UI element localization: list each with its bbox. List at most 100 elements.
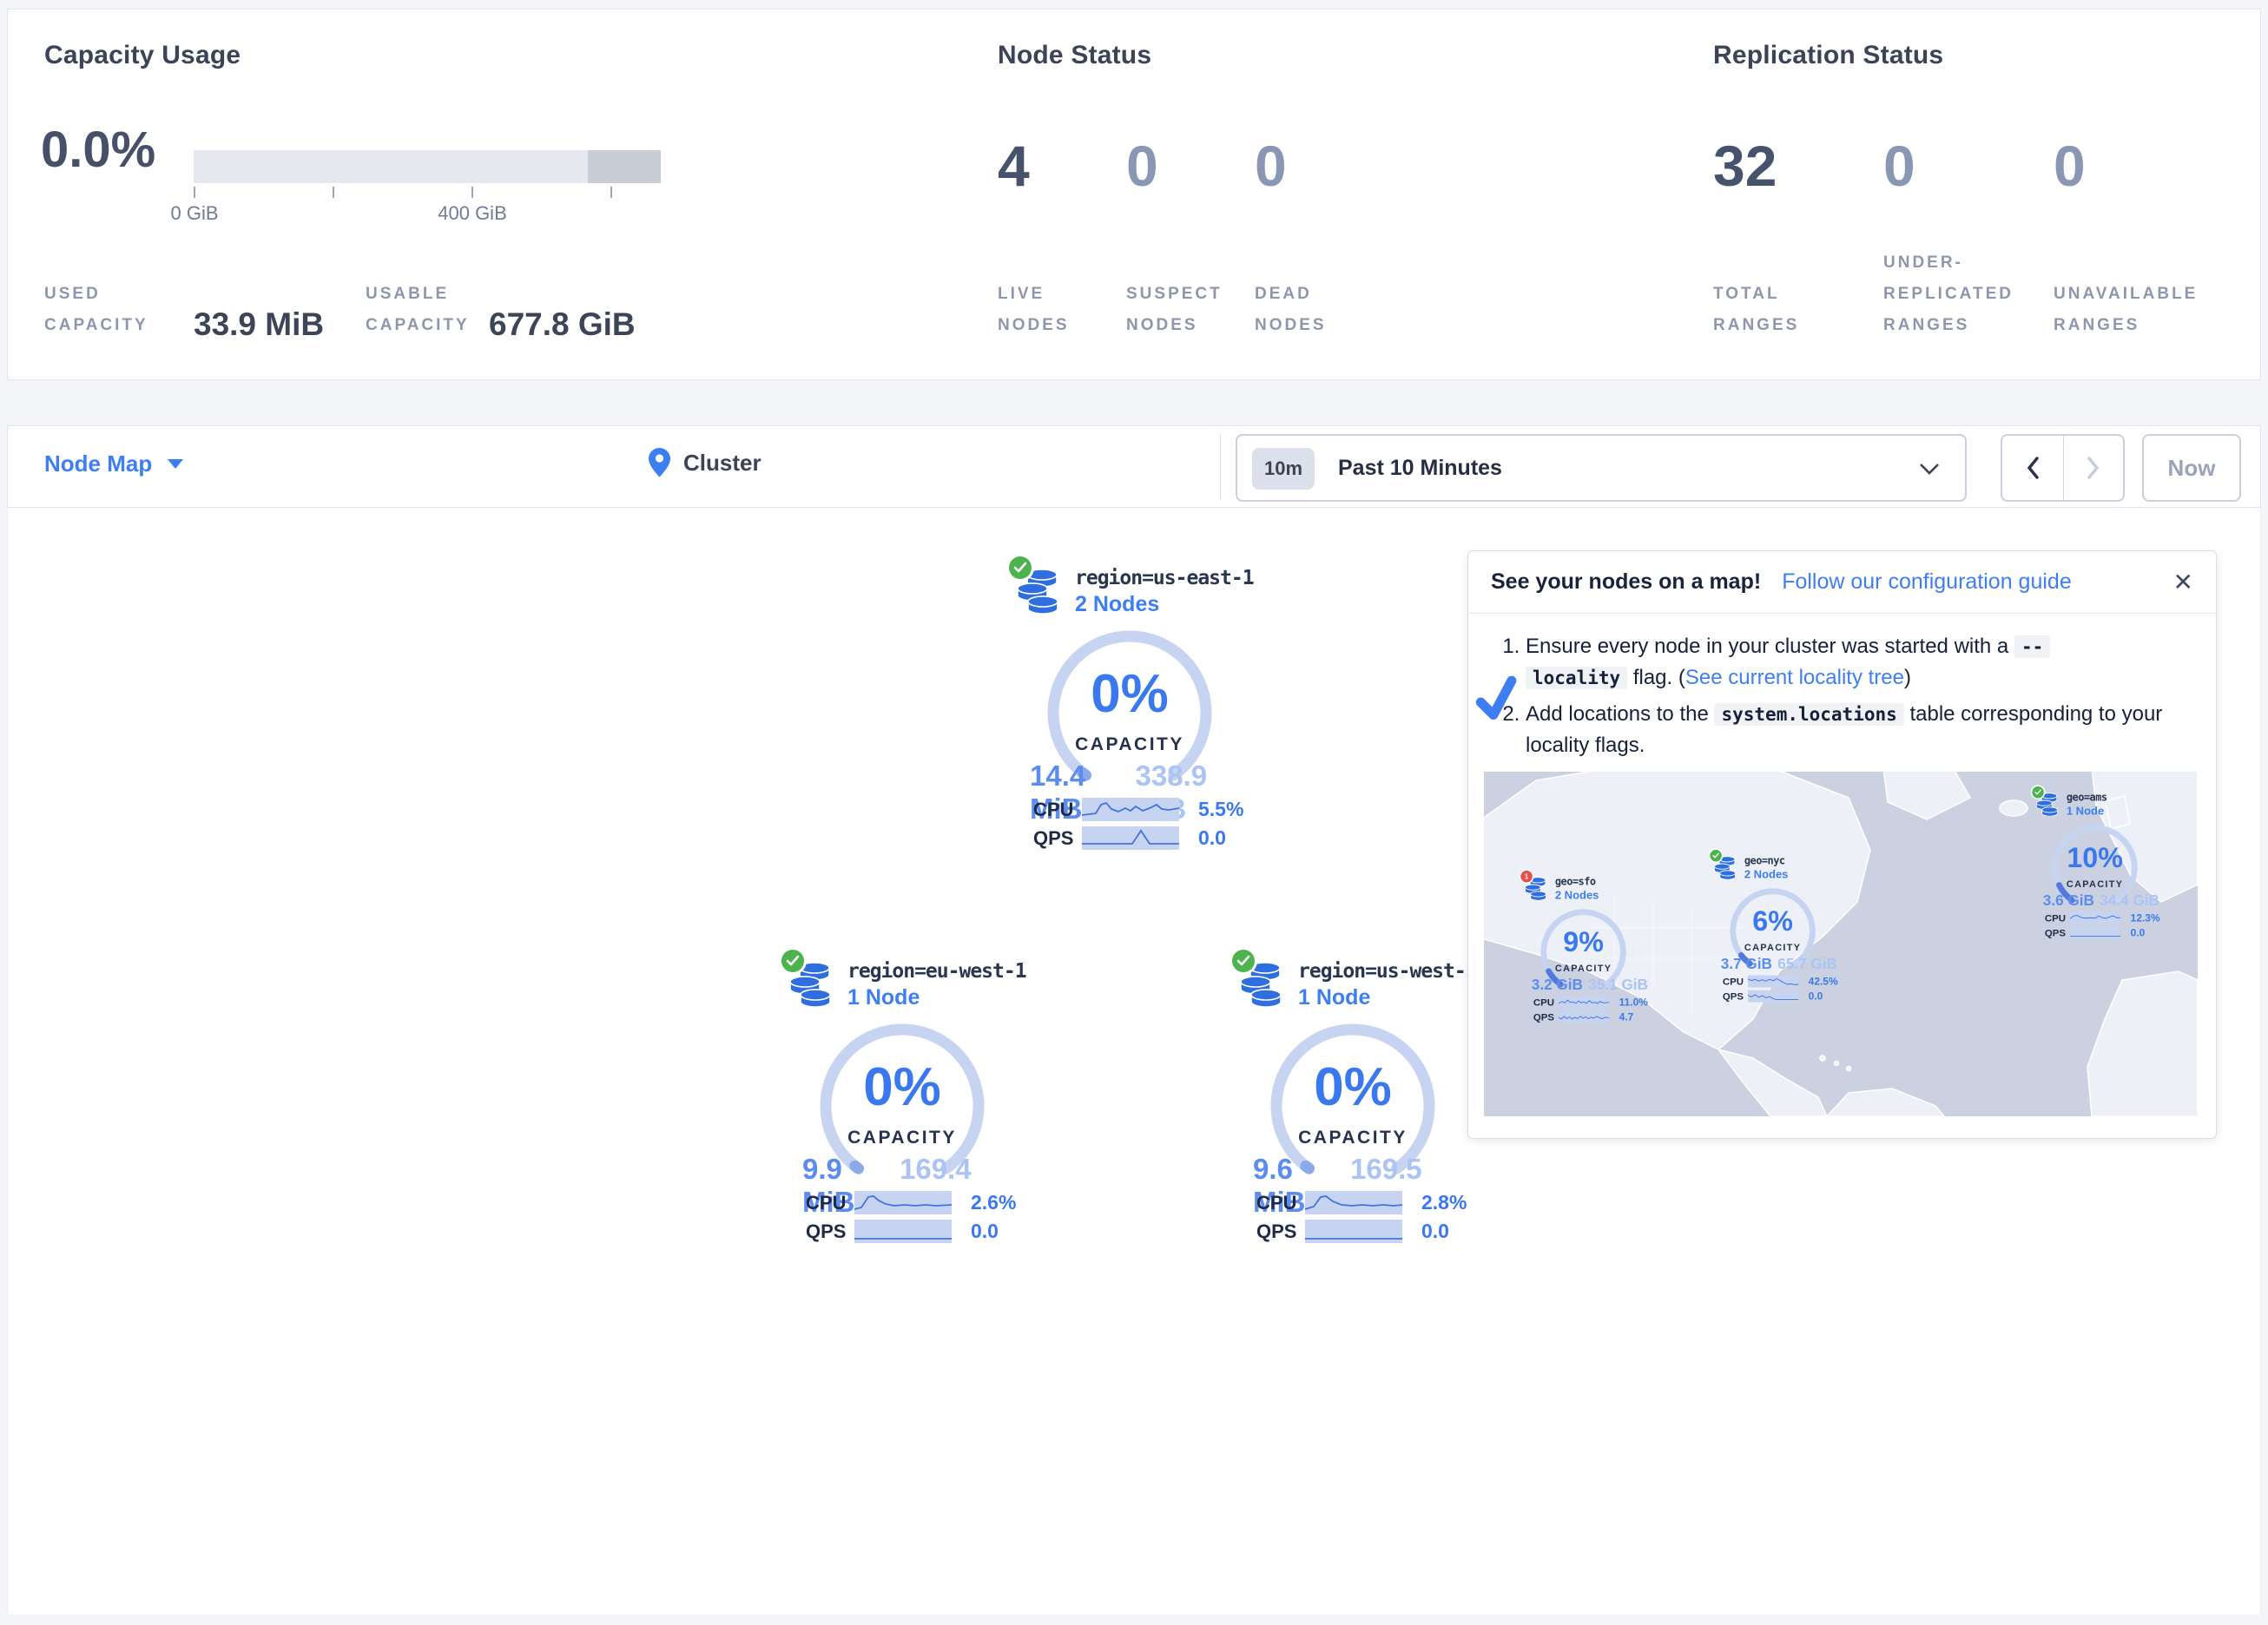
check-icon bbox=[2034, 789, 2041, 795]
map-node-card-sfo[interactable]: 1 geo=sfo 2 Nodes 9% CAPACITY bbox=[1513, 870, 1663, 1028]
status-healthy-badge bbox=[1009, 556, 1032, 579]
capacity-caption: CAPACITY bbox=[847, 1128, 957, 1148]
breadcrumb-label: Cluster bbox=[683, 449, 761, 476]
node-card-us-west-1[interactable]: region=us-west-1 1 Node 0% CAPACITY 9.6 … bbox=[1218, 950, 1505, 1253]
capacity-percent: 10% bbox=[2067, 842, 2123, 874]
view-selector-dropdown[interactable]: Node Map bbox=[44, 451, 184, 477]
status-healthy-badge bbox=[1232, 950, 1255, 972]
chevron-right-icon bbox=[2087, 457, 2099, 479]
check-icon bbox=[1712, 852, 1719, 859]
under-replicated-label: UNDER-REPLICATED RANGES bbox=[1883, 253, 2014, 334]
capacity-used-value: 14.4 MiB bbox=[1030, 760, 1086, 825]
time-back-button[interactable] bbox=[2002, 436, 2063, 500]
axis-tick-label: 0 GiB bbox=[170, 202, 219, 224]
configuration-guide-link[interactable]: Follow our configuration guide bbox=[1782, 569, 2072, 594]
qps-value: 0.0 bbox=[971, 1220, 999, 1242]
popup-steps: Ensure every node in your cluster was st… bbox=[1468, 614, 2216, 760]
node-count-link[interactable]: 2 Nodes bbox=[1554, 889, 1599, 902]
map-node-card-ams[interactable]: geo=ams 1 Node 10% CAPACITY 3.6 GiB 34.4… bbox=[2025, 786, 2174, 944]
qps-label: QPS bbox=[2044, 926, 2067, 938]
nodemap-config-popup: See your nodes on a map! Follow our conf… bbox=[1467, 550, 2217, 1139]
axis-tick bbox=[610, 187, 612, 198]
time-range-selector[interactable]: 10m Past 10 Minutes bbox=[1236, 434, 1967, 502]
cluster-summary-panel: Capacity Usage 0.0% 0 GiB 400 GiB USED C… bbox=[7, 9, 2261, 380]
capacity-used-value: 3.2 GiB bbox=[1531, 976, 1583, 993]
node-count-link[interactable]: 1 Node bbox=[847, 985, 920, 1010]
qps-sparkline bbox=[2070, 926, 2121, 939]
node-card-us-east-1[interactable]: region=us-east-1 2 Nodes 0% CAPACITY 14.… bbox=[995, 556, 1282, 859]
code-chip: -- bbox=[2014, 635, 2051, 658]
node-count-link[interactable]: 1 Node bbox=[1298, 985, 1371, 1010]
popup-title: See your nodes on a map! bbox=[1491, 569, 1762, 594]
now-button[interactable]: Now bbox=[2142, 434, 2241, 502]
cpu-sparkline bbox=[2070, 911, 2121, 924]
total-ranges-label: TOTAL RANGES bbox=[1713, 285, 1800, 334]
cpu-sparkline bbox=[1305, 1191, 1402, 1214]
used-capacity-label: USED CAPACITY bbox=[44, 285, 148, 334]
usable-capacity-value: 677.8 GiB bbox=[489, 306, 636, 342]
node-count-link[interactable]: 2 Nodes bbox=[1744, 868, 1789, 881]
capacity-used-value: 9.6 MiB bbox=[1253, 1153, 1306, 1218]
capacity-usage-title: Capacity Usage bbox=[44, 41, 241, 69]
time-pager bbox=[2001, 434, 2125, 502]
cpu-sparkline bbox=[1559, 996, 1610, 1009]
time-range-label: Past 10 Minutes bbox=[1338, 455, 1502, 480]
code-chip: locality bbox=[1526, 667, 1628, 689]
check-icon bbox=[1236, 955, 1250, 966]
cpu-label: CPU bbox=[806, 1191, 847, 1214]
capacity-used-value: 9.9 MiB bbox=[802, 1153, 855, 1218]
capacity-caption: CAPACITY bbox=[1298, 1128, 1408, 1148]
dead-nodes-label: DEAD NODES bbox=[1255, 285, 1327, 334]
under-replicated-count: 0 bbox=[1883, 134, 1915, 198]
chevron-down-icon bbox=[168, 459, 184, 469]
status-healthy-badge bbox=[781, 950, 804, 972]
live-nodes-label: LIVE NODES bbox=[998, 285, 1070, 334]
capacity-usage-bar bbox=[194, 150, 661, 183]
node-icon-cluster bbox=[1232, 950, 1284, 1007]
database-icon bbox=[1714, 856, 1736, 880]
node-count-link[interactable]: 1 Node bbox=[2066, 805, 2105, 818]
database-icon bbox=[2036, 793, 2058, 817]
toolbar-divider bbox=[1220, 433, 1221, 501]
cpu-sparkline bbox=[1082, 798, 1179, 821]
capacity-used-value: 3.6 GiB bbox=[2042, 891, 2094, 909]
database-icon bbox=[1241, 962, 1281, 1007]
cpu-value: 11.0% bbox=[1619, 996, 1648, 1008]
node-count-link[interactable]: 2 Nodes bbox=[1075, 592, 1160, 616]
page-bottom-strip bbox=[0, 1615, 2268, 1625]
replication-status-title: Replication Status bbox=[1713, 41, 1944, 69]
axis-tick bbox=[333, 187, 334, 198]
chevron-down-icon bbox=[1920, 464, 1939, 475]
used-capacity-value: 33.9 MiB bbox=[194, 306, 325, 342]
qps-sparkline bbox=[1082, 826, 1179, 850]
close-icon[interactable]: ✕ bbox=[2172, 568, 2193, 595]
time-range-badge: 10m bbox=[1252, 448, 1315, 490]
node-card-eu-west-1[interactable]: region=eu-west-1 1 Node 0% CAPACITY 9.9 … bbox=[768, 950, 1054, 1253]
qps-label: QPS bbox=[1533, 1010, 1555, 1023]
time-forward-button[interactable] bbox=[2062, 436, 2124, 500]
locality-breadcrumb[interactable]: Cluster bbox=[648, 447, 761, 478]
capacity-caption: CAPACITY bbox=[1744, 942, 1802, 953]
capacity-percent: 9% bbox=[1563, 926, 1604, 958]
cpu-value: 2.8% bbox=[1421, 1191, 1467, 1214]
capacity-total-value: 65.7 GiB bbox=[1777, 955, 1837, 972]
qps-sparkline bbox=[854, 1220, 952, 1243]
map-pin-icon bbox=[649, 448, 670, 477]
capacity-caption: CAPACITY bbox=[1075, 734, 1184, 754]
capacity-used-value: 3.7 GiB bbox=[1720, 955, 1772, 972]
qps-value: 0.0 bbox=[1808, 990, 1823, 1003]
qps-value: 0.0 bbox=[1198, 826, 1226, 849]
qps-value: 0.0 bbox=[1421, 1220, 1449, 1242]
live-nodes-count: 4 bbox=[998, 134, 1030, 198]
popup-step-1: Ensure every node in your cluster was st… bbox=[1526, 631, 2193, 694]
node-icon-cluster bbox=[781, 950, 834, 1007]
cpu-label: CPU bbox=[2044, 911, 2067, 924]
total-ranges-count: 32 bbox=[1713, 134, 1777, 198]
map-node-card-nyc[interactable]: geo=nyc 2 Nodes 6% CAPACITY 3.7 GiB 65.7… bbox=[1703, 849, 1852, 1007]
capacity-usage-percent: 0.0% bbox=[41, 122, 156, 178]
locality-tree-link[interactable]: See current locality tree bbox=[1685, 666, 1904, 689]
popup-step-2: Add locations to the system.locations ta… bbox=[1526, 699, 2193, 760]
status-healthy-badge bbox=[2032, 786, 2044, 799]
database-icon bbox=[1018, 569, 1058, 614]
capacity-caption: CAPACITY bbox=[1554, 963, 1612, 974]
